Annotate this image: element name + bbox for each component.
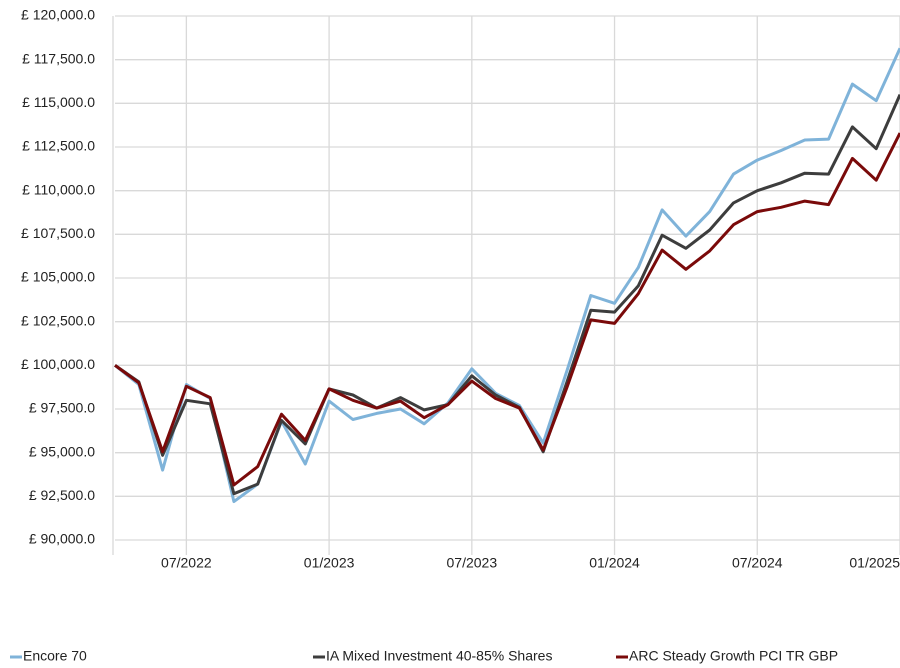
y-tick-label: £ 107,500.0: [21, 225, 95, 241]
x-tick-label: 01/2023: [304, 555, 355, 571]
x-tick-label: 01/2025: [849, 555, 900, 571]
y-tick-label: £ 105,000.0: [21, 269, 95, 285]
y-tick-label: £ 95,000.0: [29, 443, 95, 459]
y-tick-label: £ 110,000.0: [22, 181, 95, 197]
y-tick-label: £ 120,000.0: [21, 7, 95, 23]
y-tick-label: £ 117,500.0: [22, 50, 95, 66]
y-tick-label: £ 112,500.0: [22, 138, 95, 154]
legend-label: ARC Steady Growth PCI TR GBP: [629, 648, 838, 664]
series-line: [114, 93, 900, 496]
x-tick-label: 01/2024: [589, 555, 640, 571]
y-tick-label: £ 92,500.0: [29, 487, 95, 503]
legend-item: IA Mixed Investment 40-85% Shares: [313, 648, 552, 664]
x-tick-label: 07/2023: [447, 555, 498, 571]
legend-item: ARC Steady Growth PCI TR GBP: [616, 648, 838, 664]
legend-item: Encore 70: [10, 648, 87, 664]
x-tick-label: 07/2022: [161, 555, 212, 571]
legend-label: Encore 70: [23, 648, 87, 664]
y-tick-label: £ 97,500.0: [29, 400, 95, 416]
series-line: [114, 47, 900, 504]
series-line: [114, 132, 900, 487]
x-tick-label: 07/2024: [732, 555, 783, 571]
y-tick-label: £ 102,500.0: [21, 312, 95, 328]
y-tick-label: £ 90,000.0: [29, 531, 95, 547]
legend-label: IA Mixed Investment 40-85% Shares: [326, 648, 552, 664]
y-tick-label: £ 100,000.0: [21, 356, 95, 372]
y-tick-label: £ 115,000.0: [22, 94, 95, 110]
